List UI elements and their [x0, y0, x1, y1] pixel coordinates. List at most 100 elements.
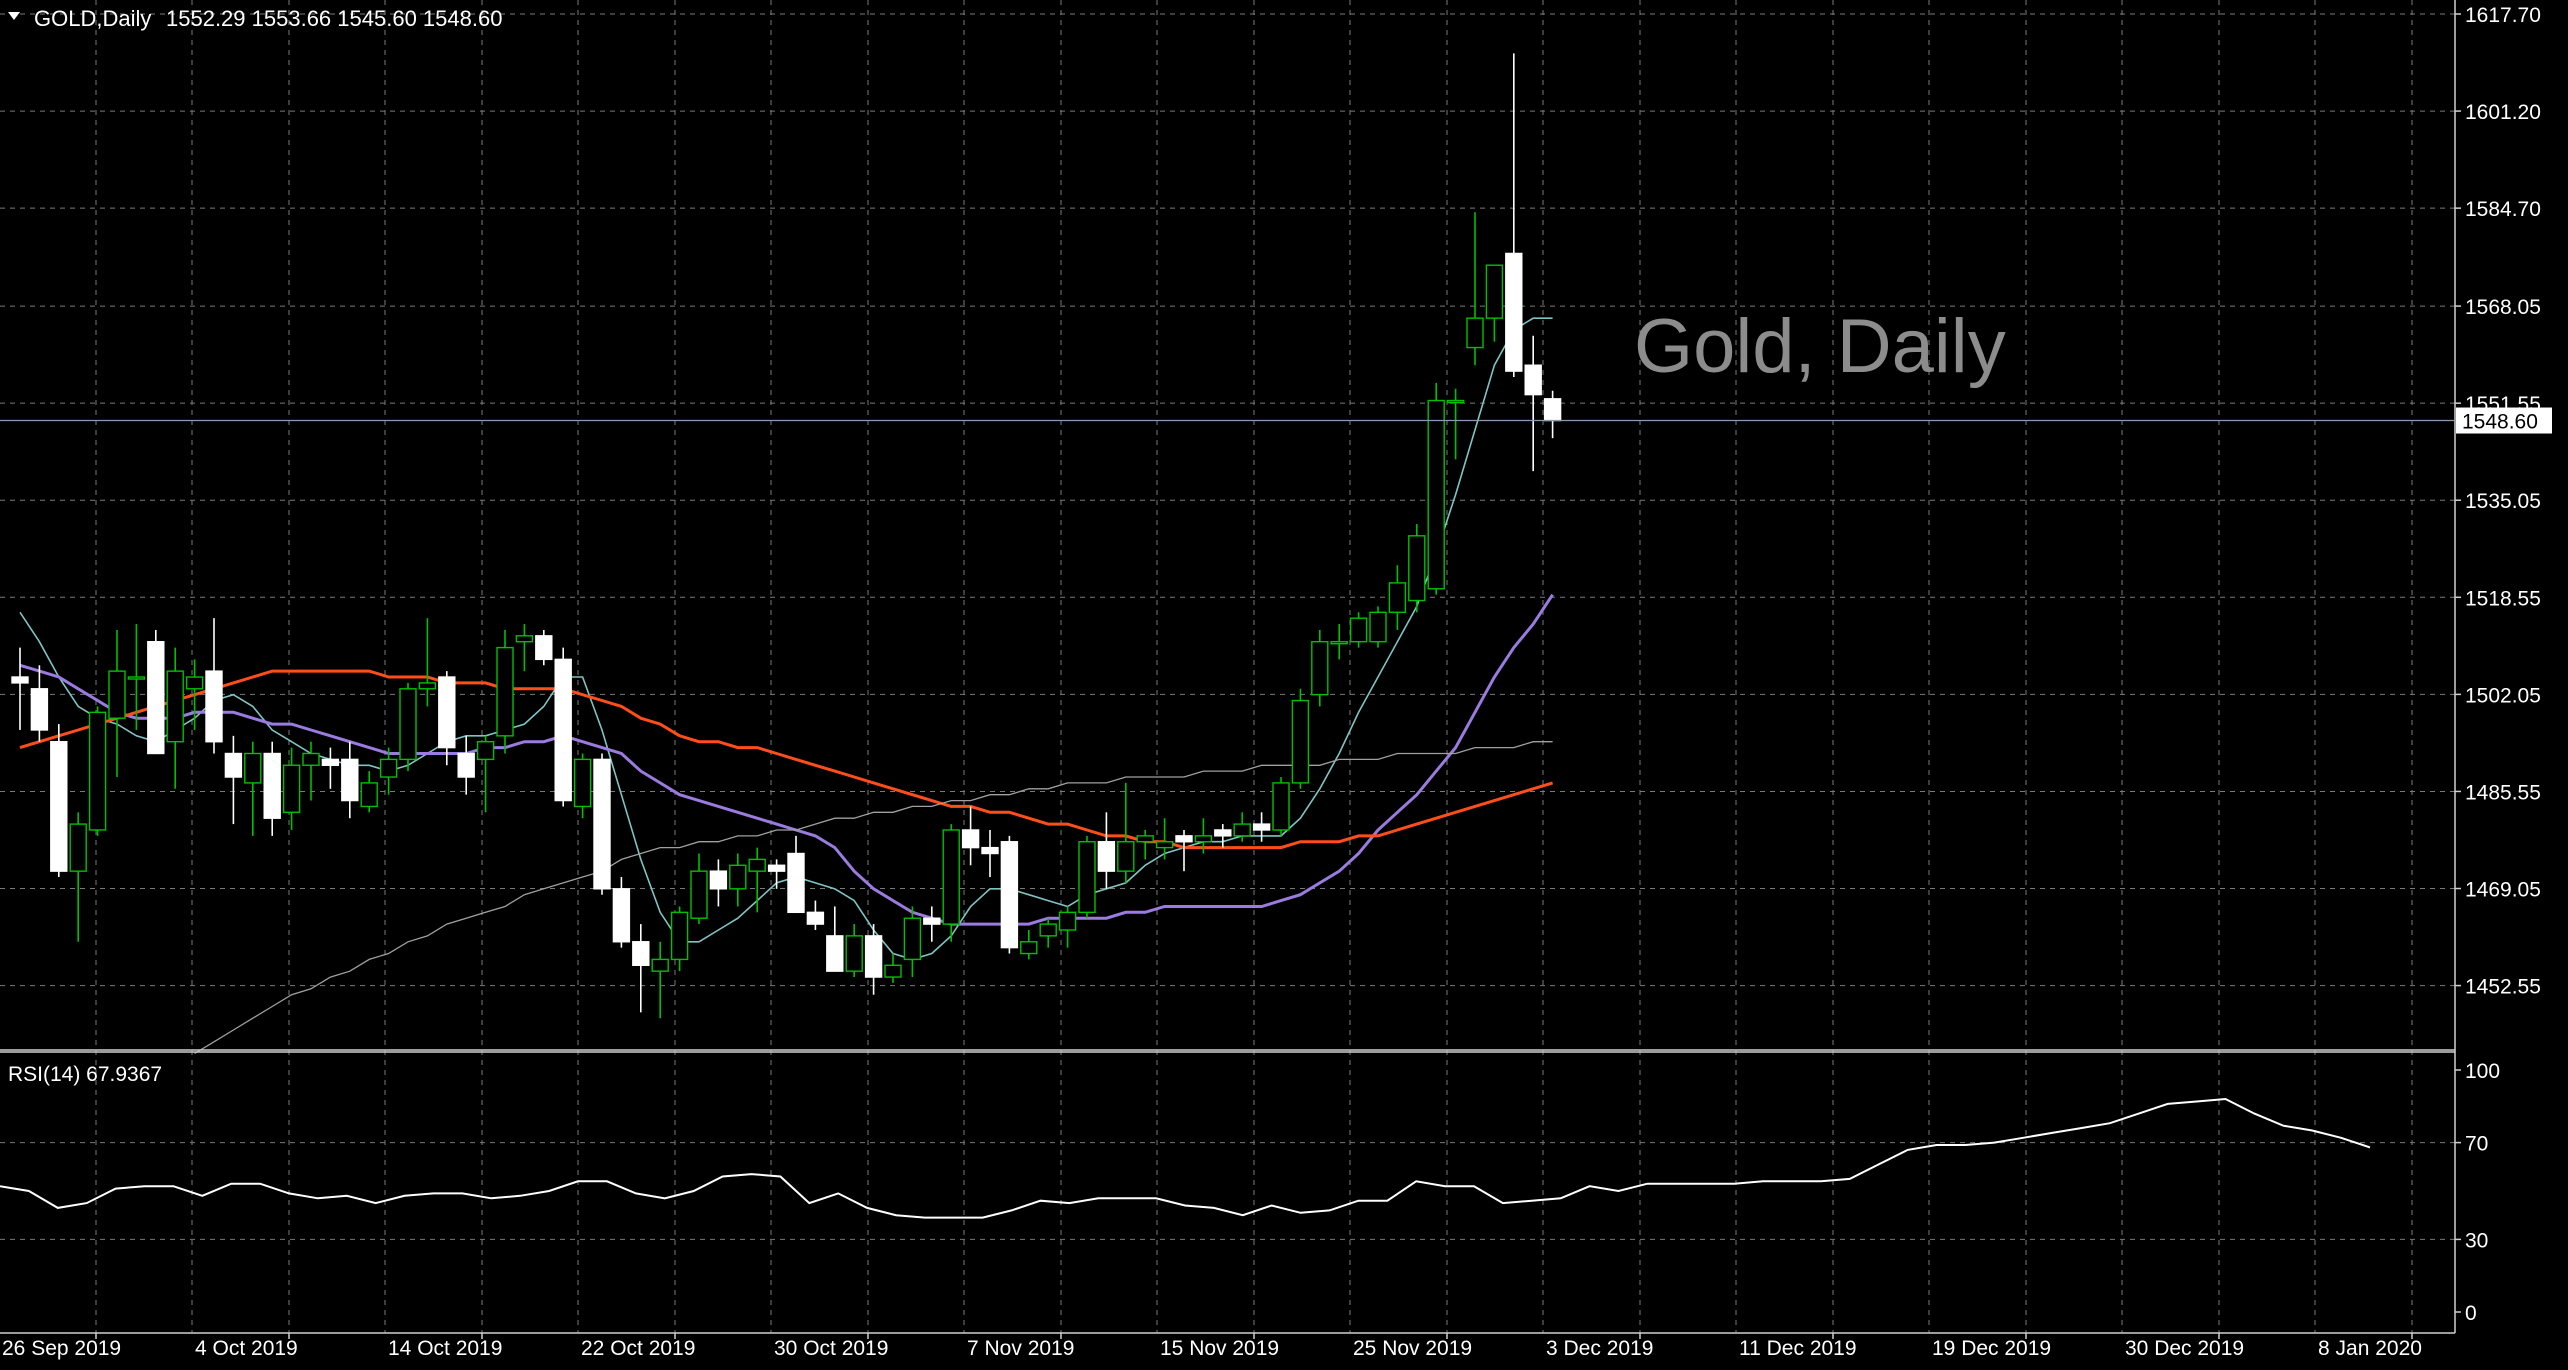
ohlc-readout: 1552.29 1553.66 1545.60 1548.60 [166, 6, 502, 31]
bullish-candle [108, 670, 126, 719]
bearish-candle [341, 758, 359, 802]
bearish-candle [1543, 398, 1562, 422]
bullish-candle [884, 964, 902, 978]
chart-watermark: Gold, Daily [1634, 304, 2006, 389]
bearish-candle [321, 758, 340, 766]
bullish-candle [1136, 835, 1154, 843]
bearish-candle [11, 676, 29, 684]
bullish-candle [1485, 264, 1504, 319]
bearish-candle [806, 911, 825, 925]
time-tick-label: 4 Oct 2019 [195, 1337, 298, 1360]
bearish-candle [1000, 841, 1019, 949]
bullish-candle [1272, 782, 1290, 831]
bullish-candle [418, 682, 437, 690]
bullish-candle [69, 823, 87, 872]
price-tick-label: 1452.55 [2465, 976, 2541, 999]
price-tick-label: 1469.05 [2465, 879, 2541, 902]
bullish-candle [1408, 535, 1426, 602]
bullish-candle [515, 635, 534, 643]
bearish-candle [263, 752, 281, 819]
bearish-candle [554, 658, 572, 802]
bearish-candle [612, 888, 631, 943]
time-tick-label: 8 Jan 2020 [2318, 1337, 2422, 1360]
time-tick-label: 15 Nov 2019 [1160, 1337, 1279, 1360]
rsi-tick-label: 100 [2465, 1060, 2500, 1083]
bullish-candle [845, 935, 863, 972]
bullish-candle [748, 858, 766, 872]
bullish-candle [1311, 641, 1329, 696]
rsi-line [0, 1097, 2371, 1219]
bearish-candle [961, 829, 980, 849]
bullish-candle [399, 688, 417, 761]
bearish-candle [709, 870, 728, 890]
bearish-candle [826, 935, 844, 972]
time-tick-label: 19 Dec 2019 [1932, 1337, 2051, 1360]
time-tick-label: 26 Sep 2019 [2, 1337, 121, 1360]
bullish-candle [651, 958, 669, 972]
bullish-candle [244, 752, 262, 784]
bearish-candle [1252, 823, 1271, 831]
price-tick-label: 1601.20 [2465, 101, 2541, 124]
bullish-candle [1330, 641, 1348, 645]
bearish-candle [535, 635, 553, 661]
chart-header: GOLD,Daily 1552.29 1553.66 1545.60 1548.… [8, 6, 502, 31]
time-tick-label: 11 Dec 2019 [1739, 1337, 1857, 1360]
bearish-candle [1505, 252, 1523, 372]
bullish-candle [1446, 399, 1465, 404]
bullish-candle [88, 711, 107, 831]
price-tick-label: 1535.05 [2465, 490, 2541, 513]
price-tick-label: 1584.70 [2465, 198, 2541, 221]
bearish-candle [224, 752, 243, 778]
bullish-candle [1058, 911, 1077, 931]
moving-average-line [194, 741, 1553, 1055]
bullish-candle [1388, 582, 1407, 614]
bullish-candle [1466, 317, 1484, 349]
bearish-candle [787, 852, 805, 914]
bullish-candle [1369, 611, 1387, 643]
bullish-candle [690, 870, 708, 919]
bullish-candle [1427, 399, 1445, 590]
time-tick-label: 3 Dec 2019 [1546, 1337, 1653, 1360]
bearish-candle [30, 688, 49, 731]
bullish-candle [942, 829, 960, 925]
rsi-tick-label: 30 [2465, 1229, 2488, 1252]
bullish-candle [127, 676, 146, 680]
bullish-candle [729, 864, 747, 890]
time-tick-label: 30 Oct 2019 [774, 1337, 888, 1360]
bearish-candle [1097, 841, 1116, 872]
bullish-candle [360, 782, 378, 808]
rsi-label: RSI(14) 67.9367 [8, 1063, 162, 1086]
bullish-candle [670, 911, 689, 961]
price-tick-label: 1485.55 [2465, 781, 2541, 804]
bearish-candle [593, 758, 611, 890]
bullish-candle [496, 646, 514, 737]
bearish-candle [1214, 829, 1232, 837]
bearish-candle [205, 670, 223, 743]
bullish-candle [185, 676, 204, 690]
bullish-candle [166, 670, 184, 743]
bullish-candle [1194, 835, 1213, 843]
time-tick-label: 25 Nov 2019 [1353, 1337, 1472, 1360]
current-price-label: 1548.60 [2462, 411, 2538, 434]
symbol-label: GOLD,Daily [34, 6, 151, 31]
moving-average-line [19, 669, 1554, 850]
bullish-candle [903, 917, 922, 961]
bullish-candle [1349, 617, 1368, 643]
bullish-candle [379, 758, 398, 778]
bearish-candle [767, 864, 786, 872]
bullish-candle [1155, 841, 1174, 849]
rsi-tick-label: 0 [2465, 1302, 2477, 1325]
bullish-candle [1020, 941, 1038, 955]
bullish-candle [476, 741, 495, 761]
bearish-candle [981, 846, 999, 855]
bullish-candle [1117, 841, 1135, 872]
price-tick-label: 1518.55 [2465, 587, 2541, 610]
bearish-candle [864, 935, 883, 978]
triangle-down-icon[interactable] [8, 12, 20, 20]
bullish-candle [573, 758, 592, 808]
time-tick-label: 30 Dec 2019 [2125, 1337, 2244, 1360]
rsi-tick-label: 70 [2465, 1133, 2488, 1156]
price-tick-label: 1502.05 [2465, 684, 2541, 707]
bearish-candle [923, 917, 941, 925]
